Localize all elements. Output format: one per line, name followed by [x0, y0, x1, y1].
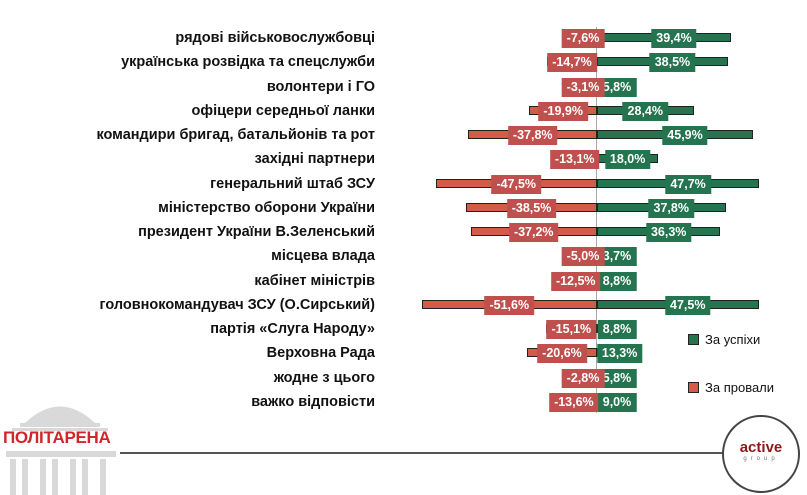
- legend-swatch-success: [688, 334, 699, 345]
- legend-label-failure: За провали: [705, 380, 775, 395]
- category-label: волонтери і ГО: [266, 78, 375, 95]
- data-label-failure: -14,7%: [547, 53, 597, 73]
- data-label-success: 38,5%: [649, 53, 696, 73]
- data-label-failure: -12,5%: [550, 271, 601, 291]
- category-label: західні партнери: [254, 151, 375, 168]
- politarena-logo-text: ПОЛІТАРЕНА: [3, 428, 111, 447]
- legend-label-success: За успіхи: [705, 332, 761, 347]
- category-label: кабінет міністрів: [254, 272, 375, 289]
- legend-item-success: За успіхи: [688, 332, 760, 347]
- data-label-success: 5,8%: [597, 77, 637, 97]
- active-group-logo: active group: [722, 415, 800, 493]
- data-label-failure: -38,5%: [506, 198, 557, 218]
- legend-swatch-failure: [688, 382, 699, 393]
- data-label-success: 8,8%: [597, 271, 637, 291]
- politarena-building-logo: [6, 406, 116, 495]
- data-label-success: 45,9%: [662, 126, 708, 145]
- data-label-failure: -19,9%: [538, 101, 588, 121]
- data-label-success: 3,7%: [597, 247, 637, 267]
- data-label-success: 13,3%: [596, 344, 643, 364]
- category-label: партія «Слуга Народу»: [210, 321, 375, 337]
- data-label-success: 8,8%: [597, 320, 637, 339]
- logo-group-text: group: [743, 456, 779, 462]
- data-label-success: 39,4%: [651, 29, 697, 48]
- footer-divider: [120, 452, 725, 454]
- category-label: командири бригад, батальйонів та рот: [96, 127, 375, 143]
- data-label-success: 9,0%: [597, 392, 637, 412]
- data-label-failure: -5,0%: [561, 247, 605, 267]
- data-label-failure: -51,6%: [484, 295, 535, 315]
- data-label-failure: -7,6%: [561, 29, 605, 48]
- category-label: жодне з цього: [273, 369, 375, 386]
- data-label-failure: -47,5%: [491, 174, 542, 194]
- zero-axis: [596, 27, 597, 413]
- category-label: генеральний штаб ЗСУ: [210, 175, 375, 192]
- data-label-success: 47,5%: [665, 295, 711, 315]
- data-label-success: 5,8%: [597, 368, 637, 388]
- category-label: президент України В.Зеленський: [138, 224, 375, 240]
- data-label-success: 18,0%: [604, 150, 651, 170]
- category-label: міністерство оборони України: [158, 199, 375, 216]
- category-label: головнокомандувач ЗСУ (О.Сирський): [99, 296, 375, 313]
- data-label-success: 47,7%: [665, 174, 711, 194]
- data-label-failure: -15,1%: [546, 320, 597, 339]
- data-label-success: 36,3%: [645, 223, 692, 242]
- data-label-success: 37,8%: [648, 198, 694, 218]
- category-label: рядові військовослужбовці: [175, 30, 375, 46]
- logo-active-text: active: [739, 439, 783, 456]
- legend-item-failure: За провали: [688, 380, 774, 395]
- data-label-failure: -37,2%: [508, 223, 559, 242]
- data-label-failure: -3,1%: [561, 77, 605, 97]
- data-label-success: 28,4%: [622, 101, 668, 121]
- data-label-failure: -13,6%: [549, 392, 599, 412]
- category-label: важко відповісти: [251, 393, 375, 410]
- category-label: Верховна Рада: [266, 345, 375, 362]
- data-label-failure: -13,1%: [549, 150, 600, 170]
- category-label: українська розвідка та спецслужби: [121, 54, 375, 71]
- category-label: офіцери середньої ланки: [191, 102, 375, 119]
- category-label: місцева влада: [271, 248, 375, 265]
- data-label-failure: -20,6%: [537, 344, 587, 364]
- data-label-failure: -37,8%: [507, 126, 558, 145]
- data-label-failure: -2,8%: [561, 368, 605, 388]
